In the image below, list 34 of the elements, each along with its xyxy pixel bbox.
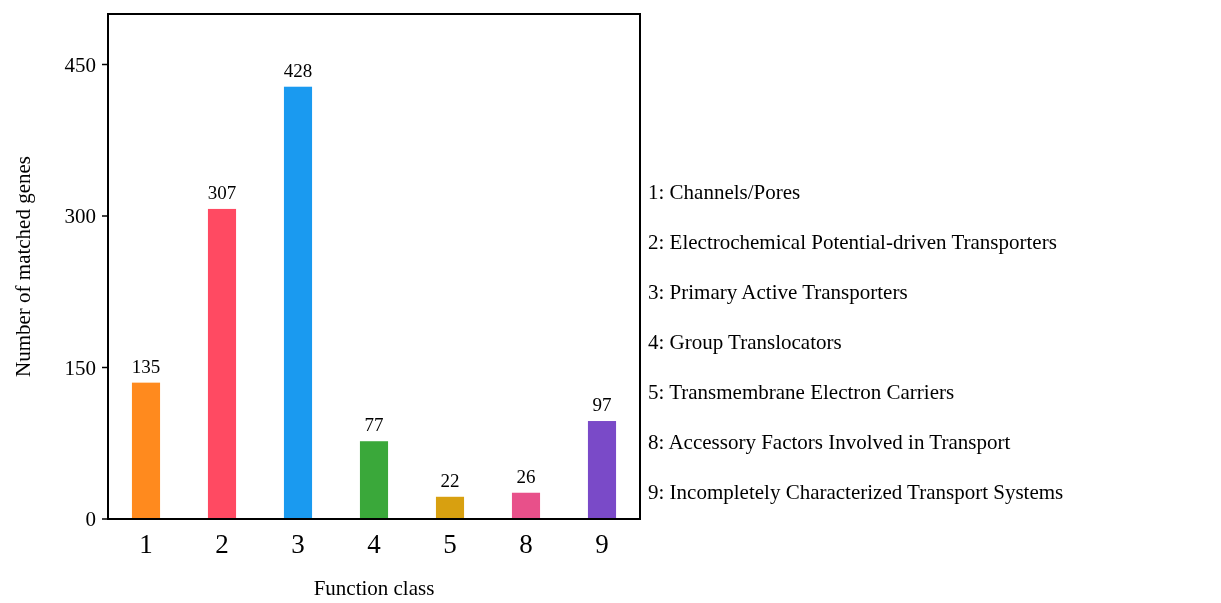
x-axis-title: Function class — [313, 576, 435, 600]
text: 9: Incompletely Characterized Transport Systems — [648, 480, 1064, 504]
y-tick-label: 0 — [85, 507, 96, 532]
bar — [131, 382, 161, 519]
y-tick-label: 300 — [64, 204, 96, 229]
data-label: 26 — [516, 465, 536, 487]
bar — [207, 208, 237, 519]
data-label: 77 — [364, 414, 384, 436]
text: 8: Accessory Factors Involved in Transport — [648, 430, 1011, 454]
x-tick-label: 2 — [215, 529, 229, 559]
data-label: 428 — [283, 59, 313, 81]
x-tick-label: 8 — [519, 529, 533, 559]
bar — [359, 441, 389, 519]
data-label: 307 — [207, 181, 237, 203]
x-tick-label: 3 — [291, 529, 305, 559]
bar — [435, 496, 465, 519]
y-tick-label: 150 — [64, 355, 96, 380]
text: 4: Group Translocators — [648, 330, 842, 354]
y-axis-title: Number of matched genes — [11, 155, 35, 378]
x-tick-label: 5 — [443, 529, 457, 559]
x-tick-label: 9 — [595, 529, 609, 559]
data-label: 22 — [440, 469, 460, 491]
data-label: 97 — [592, 394, 612, 416]
bar — [511, 492, 541, 519]
text: 2: Electrochemical Potential-driven Transporters — [648, 230, 1057, 254]
data-label: 135 — [131, 355, 161, 377]
bar — [587, 421, 617, 519]
text: 5: Transmembrane Electron Carriers — [648, 380, 955, 404]
bar — [283, 86, 313, 519]
text: 1: Channels/Pores — [648, 180, 801, 204]
x-tick-label: 4 — [367, 529, 382, 559]
y-tick-label: 450 — [64, 52, 96, 77]
text: 3: Primary Active Transporters — [648, 280, 908, 304]
x-tick-label: 1 — [139, 529, 153, 559]
